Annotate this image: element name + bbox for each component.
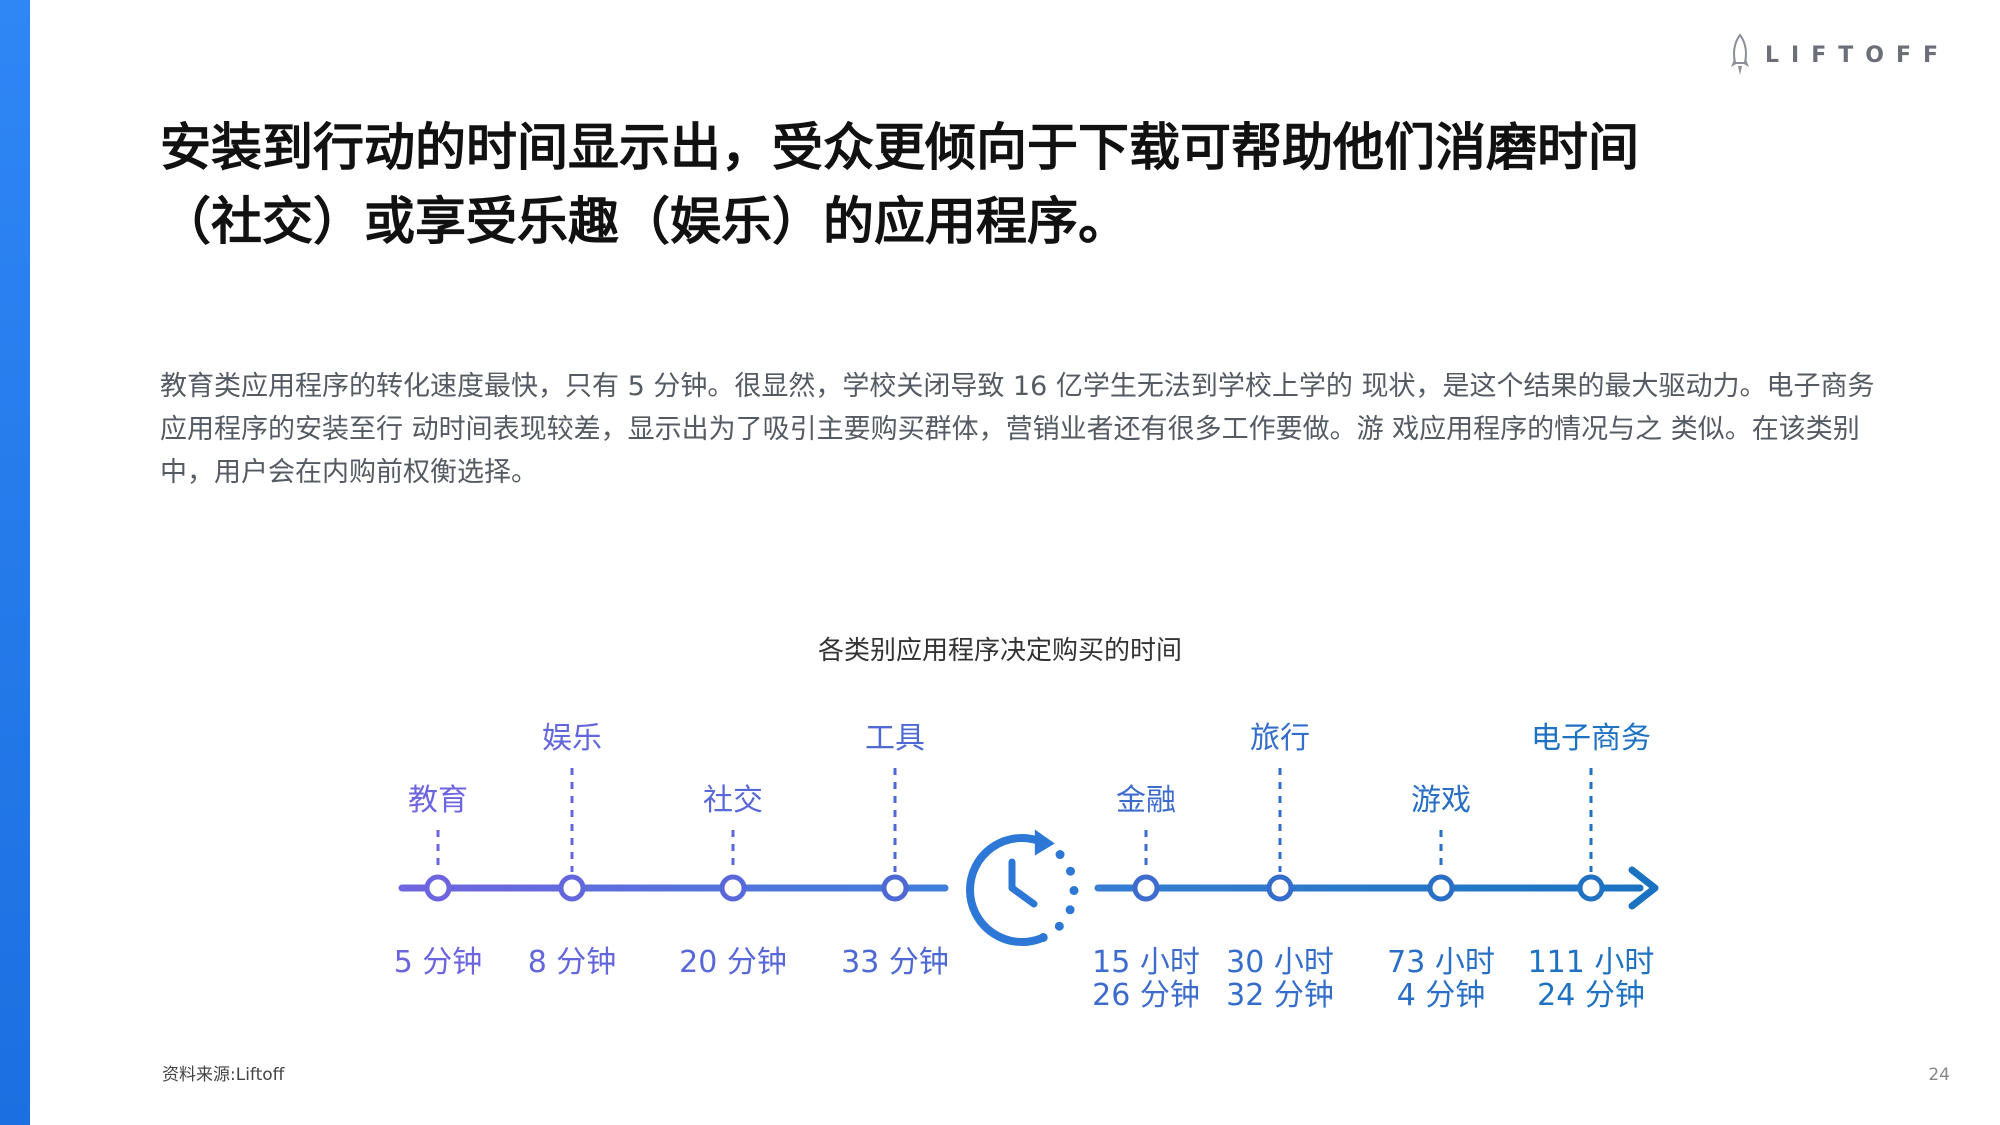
timeline-category-label: 游戏 xyxy=(1411,783,1471,818)
timeline-time-label: 4 分钟 xyxy=(1397,978,1486,1013)
clock-arc xyxy=(966,834,1045,946)
page-headline: 安装到行动的时间显示出，受众更倾向于下载可帮助他们消磨时间 （社交）或享受乐趣（… xyxy=(160,112,1800,260)
clock-dot xyxy=(1065,905,1075,915)
clock-dot xyxy=(1038,932,1048,942)
timeline-time-label: 5 分钟 xyxy=(394,945,483,980)
timeline-item: 娱乐 8 分钟 xyxy=(528,721,617,980)
timeline-node xyxy=(1266,874,1294,902)
timeline-category-label: 社交 xyxy=(703,783,763,818)
timeline-item: 社交 20 分钟 xyxy=(679,783,787,980)
side-accent-bar xyxy=(0,0,30,1125)
timeline-time-label: 20 分钟 xyxy=(679,945,787,980)
timeline-node xyxy=(558,874,586,902)
timeline-category-label: 工具 xyxy=(865,721,925,756)
timeline-node xyxy=(1427,874,1455,902)
source-note: 资料来源:Liftoff xyxy=(162,1065,285,1085)
clock-icon xyxy=(966,829,1079,946)
timeline-item: 游戏 73 小时4 分钟 xyxy=(1387,783,1495,1013)
timeline-category-label: 旅行 xyxy=(1250,721,1310,756)
timeline-node xyxy=(881,874,909,902)
chart-title: 各类别应用程序决定购买的时间 xyxy=(817,636,1182,666)
timeline-time-label: 8 分钟 xyxy=(528,945,617,980)
timeline-time-label: 30 小时 xyxy=(1226,945,1334,980)
timeline-time-label: 24 分钟 xyxy=(1537,978,1645,1013)
clock-dot xyxy=(1054,921,1064,931)
logo-text: LIFTOFF xyxy=(1765,42,1950,68)
timeline-time-label: 32 分钟 xyxy=(1226,978,1334,1013)
timeline-item: 教育 5 分钟 xyxy=(394,783,483,980)
timeline-node xyxy=(719,874,747,902)
page-number: 24 xyxy=(1928,1065,1950,1085)
timeline-time-label: 111 小时 xyxy=(1528,945,1655,980)
clock-dot xyxy=(1055,850,1065,860)
timeline-arrowhead xyxy=(1628,866,1659,910)
timeline-node xyxy=(1577,874,1605,902)
timeline-category-label: 金融 xyxy=(1116,783,1176,818)
headline-line-2: （社交）或享受乐趣（娱乐）的应用程序。 xyxy=(160,193,1130,252)
clock-arrow xyxy=(1034,829,1055,856)
liftoff-logo: LIFTOFF xyxy=(1729,30,1950,80)
timeline-category-label: 教育 xyxy=(408,783,468,818)
body-paragraph: 教育类应用程序的转化速度最快，只有 5 分钟。很显然，学校关闭导致 16 亿学生… xyxy=(160,371,1875,488)
timeline-node xyxy=(424,874,452,902)
headline-line-1: 安装到行动的时间显示出，受众更倾向于下载可帮助他们消磨时间 xyxy=(160,119,1640,178)
timeline-time-label: 26 分钟 xyxy=(1092,978,1200,1013)
timeline-item: 工具 33 分钟 xyxy=(841,721,949,980)
timeline-time-label: 33 分钟 xyxy=(841,945,949,980)
clock-hands xyxy=(1008,858,1038,908)
timeline-node xyxy=(1132,874,1160,902)
rocket-icon xyxy=(1731,33,1749,75)
timeline-time-label: 15 小时 xyxy=(1092,945,1200,980)
clock-dot xyxy=(1069,886,1079,896)
timeline-time-label: 73 小时 xyxy=(1387,945,1495,980)
timeline-category-label: 电子商务 xyxy=(1531,721,1651,756)
timeline-category-label: 娱乐 xyxy=(542,721,602,756)
clock-dot xyxy=(1065,866,1075,876)
